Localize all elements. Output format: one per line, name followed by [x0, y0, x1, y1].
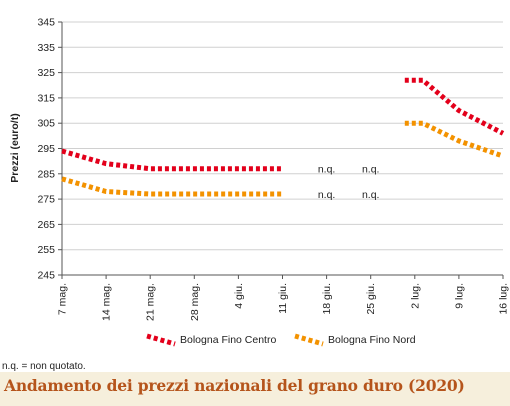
x-tick-label: 16 lug. — [498, 283, 510, 315]
y-axis-label: Prezzi (euro/t) — [9, 113, 21, 182]
y-tick-label: 265 — [37, 219, 55, 231]
y-tick-label: 315 — [37, 92, 55, 104]
x-tick-label: 28 mag. — [189, 283, 201, 321]
series-line-centro — [61, 148, 283, 172]
x-tick-label: 14 mag. — [101, 283, 113, 321]
data-series — [61, 77, 505, 197]
x-tick-label: 11 giu. — [277, 283, 289, 314]
x-tick-label: 18 giu. — [321, 283, 333, 315]
legend-label: Bologna Fino Centro — [180, 334, 276, 346]
gridlines — [62, 21, 503, 251]
series-line-centro — [404, 77, 505, 136]
series-line-nord — [404, 120, 504, 159]
footer-bar: Andamento dei prezzi nazionali del grano… — [0, 372, 510, 406]
footnote: n.q. = non quotato. — [2, 361, 86, 372]
not-quoted-labels: n.q. n.q. n.q. n.q. — [318, 164, 380, 201]
footer-title: Andamento dei prezzi nazionali del grano… — [4, 376, 465, 395]
y-tick-label: 295 — [37, 143, 55, 155]
y-axis-ticks: 245 255 265 275 285 295 305 315 325 335 345 — [37, 17, 62, 282]
price-line-chart: 245 255 265 275 285 295 305 315 325 335 345 7 mag.… — [9, 17, 510, 347]
y-tick-label: 325 — [37, 67, 55, 79]
x-tick-label: 2 lug. — [409, 283, 421, 309]
legend-swatch — [146, 333, 176, 347]
y-tick-label: 245 — [37, 270, 55, 282]
legend-swatch — [294, 333, 324, 347]
y-tick-label: 305 — [37, 118, 55, 130]
y-tick-label: 285 — [37, 168, 55, 180]
x-tick-label: 9 lug. — [453, 283, 465, 309]
x-tick-label: 4 giu. — [233, 283, 245, 309]
not-quoted-label: n.q. — [318, 164, 336, 176]
y-tick-label: 345 — [37, 17, 55, 29]
y-tick-label: 335 — [37, 42, 55, 54]
x-axis-ticks: 7 mag. 14 mag. 21 mag. 28 mag. 4 giu. 11 giu.… — [57, 275, 510, 321]
not-quoted-label: n.q. — [362, 164, 380, 176]
y-tick-label: 255 — [37, 244, 55, 256]
y-tick-label: 275 — [37, 194, 55, 206]
not-quoted-label: n.q. — [362, 189, 380, 201]
legend-label: Bologna Fino Nord — [328, 334, 416, 346]
series-line-nord — [61, 176, 283, 197]
x-tick-label: 25 giu. — [365, 283, 377, 315]
x-tick-label: 21 mag. — [145, 283, 157, 321]
legend: Bologna Fino Centro Bologna Fino Nord — [146, 333, 416, 347]
not-quoted-label: n.q. — [318, 189, 336, 201]
x-tick-label: 7 mag. — [57, 283, 69, 315]
